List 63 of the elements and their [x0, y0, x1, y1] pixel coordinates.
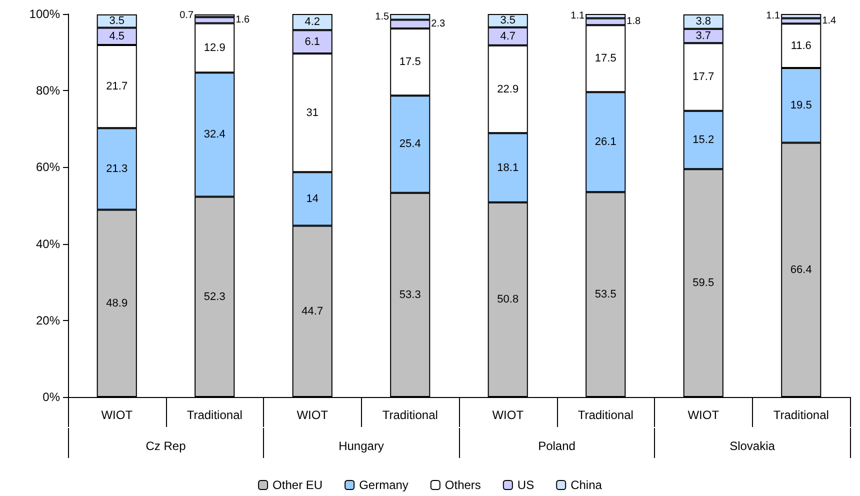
data-label: 53.5	[594, 288, 616, 301]
data-label: 66.4	[790, 264, 812, 276]
data-label: 19.5	[790, 99, 812, 112]
x-tick-label: Traditional	[382, 408, 438, 422]
x-tick-label: WIOT	[101, 408, 134, 422]
data-label: 6.1	[304, 36, 320, 48]
data-label: 21.7	[106, 80, 128, 93]
y-tick-label: 20%	[36, 313, 60, 328]
data-label: 4.2	[304, 16, 320, 28]
x-tick-label: Traditional	[773, 408, 829, 422]
text: Poland	[538, 439, 576, 453]
data-label: 1.4	[822, 15, 837, 26]
y-tick-label: 80%	[36, 84, 60, 98]
data-label: 4.7	[500, 30, 516, 42]
data-label: 59.5	[692, 277, 714, 290]
legend-label: Other EU	[272, 478, 323, 492]
legend-label: US	[517, 478, 534, 492]
legend-label: Germany	[359, 478, 408, 492]
text: Cz Rep	[146, 439, 186, 453]
x-tick-label: Traditional	[186, 408, 242, 422]
data-label: 26.1	[594, 136, 616, 148]
data-label: 1.1	[766, 10, 781, 22]
data-label: 17.5	[399, 56, 421, 68]
data-label: 1.5	[375, 11, 390, 22]
y-tick-label: 40%	[36, 236, 60, 251]
data-label: 3.8	[696, 16, 712, 28]
x-tick-label: WIOT	[688, 408, 720, 422]
data-label: 25.4	[399, 138, 421, 150]
data-label: 18.1	[497, 162, 519, 174]
data-label: 32.4	[204, 128, 226, 141]
data-label: 1.1	[570, 10, 586, 22]
data-label: 3.5	[109, 15, 125, 28]
data-label: 48.9	[106, 297, 128, 310]
data-label: 21.3	[106, 162, 128, 175]
y-tick-label: 0%	[42, 390, 60, 404]
data-label: 3.5	[500, 14, 516, 27]
x-tick-label: WIOT	[296, 408, 329, 422]
data-label: 31	[306, 106, 318, 119]
data-label: 12.9	[204, 42, 226, 54]
x-tick-label: WIOT	[492, 408, 524, 422]
data-label: 11.6	[790, 40, 812, 52]
data-label: 15.2	[692, 134, 714, 146]
data-label: 52.3	[204, 290, 226, 303]
data-label: 3.7	[696, 30, 712, 42]
data-label: 50.8	[497, 294, 519, 306]
y-tick-label: 100%	[29, 7, 60, 21]
x-tick-label: Traditional	[578, 408, 634, 422]
data-label: 22.9	[497, 83, 519, 96]
legend-label: China	[570, 478, 602, 492]
data-label: 4.5	[109, 30, 125, 42]
legend-label: Others	[444, 478, 481, 492]
data-label: 1.8	[626, 16, 642, 28]
text: Slovakia	[730, 439, 776, 453]
data-label: 14	[306, 192, 318, 205]
data-label: 53.3	[399, 288, 421, 301]
data-label: 17.5	[594, 52, 616, 65]
data-label: 1.6	[236, 14, 250, 26]
data-label: 0.7	[180, 10, 194, 22]
data-label: 44.7	[302, 305, 324, 318]
y-tick-label: 60%	[36, 160, 60, 174]
data-label: 2.3	[431, 18, 446, 30]
data-label: 17.7	[692, 71, 714, 84]
text: Hungary	[338, 439, 384, 453]
